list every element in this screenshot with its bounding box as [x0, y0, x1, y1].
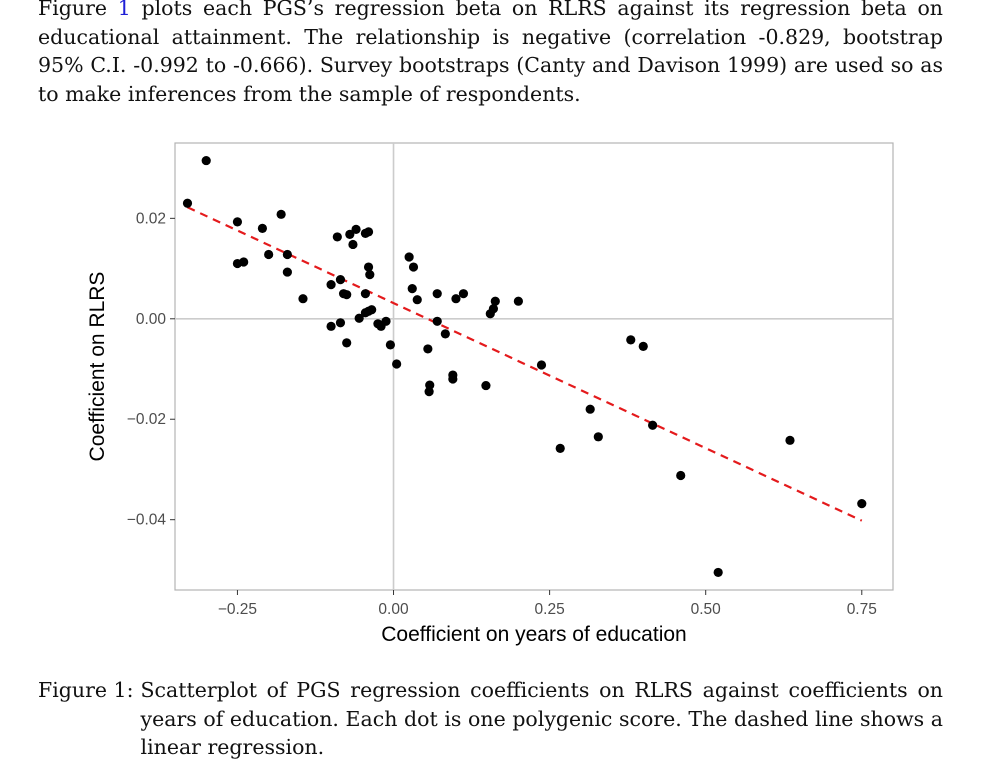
data-point: [423, 344, 433, 354]
data-point: [332, 232, 342, 242]
data-point: [481, 380, 491, 391]
data-point: [335, 275, 346, 285]
data-point: [488, 304, 499, 314]
y-tick-label: −0.04: [127, 512, 167, 529]
scatter-chart: −0.25 0.00 0.25 0.50 0.75 −0.04 −0.02 0.00 0.02 C…: [86, 142, 894, 646]
y-tick-label: 0.02: [136, 210, 166, 227]
data-point: [335, 318, 346, 328]
data-point: [351, 224, 361, 234]
data-point: [440, 329, 450, 339]
x-tick-label: 0.25: [535, 601, 565, 618]
data-point: [424, 387, 434, 397]
data-point: [367, 305, 377, 315]
data-point: [381, 316, 391, 326]
data-point: [451, 294, 461, 304]
data-point: [182, 198, 193, 208]
data-point: [385, 340, 395, 350]
x-tick-label: 0.50: [691, 601, 722, 618]
data-point: [432, 316, 442, 326]
data-point: [360, 289, 371, 299]
data-point: [326, 280, 336, 290]
data-point: [201, 155, 211, 166]
x-tick-label: −0.25: [218, 601, 257, 618]
data-point: [458, 289, 469, 299]
x-axis-title: Coefficient on years of education: [381, 623, 686, 646]
data-point: [676, 470, 686, 481]
plot-panel-border: [174, 142, 894, 591]
body-paragraph: Figure 1 plots each PGS’s regression bet…: [38, 0, 943, 108]
data-point: [345, 229, 355, 240]
data-point: [298, 294, 308, 304]
data-point: [365, 269, 375, 280]
data-point: [555, 443, 565, 453]
data-point: [392, 359, 402, 369]
data-point: [408, 262, 419, 272]
data-point: [326, 321, 336, 331]
data-point: [638, 341, 648, 352]
data-point: [593, 432, 603, 442]
data-point: [264, 249, 274, 260]
data-point: [412, 295, 422, 305]
y-axis-title: Coefficient on RLRS: [86, 272, 109, 462]
data-point: [363, 262, 374, 272]
y-tick-label: 0.00: [136, 311, 167, 328]
data-point: [785, 435, 795, 445]
data-point: [585, 404, 595, 414]
caption-label: Figure 1:: [38, 678, 134, 702]
data-point: [404, 252, 414, 262]
figure-reference-link[interactable]: 1: [117, 0, 131, 20]
data-point: [713, 567, 723, 578]
regression-line: [187, 206, 863, 522]
scatter-chart-svg: −0.25 0.00 0.25 0.50 0.75 −0.04 −0.02 0.00 0.02 C…: [86, 142, 894, 646]
data-point: [536, 360, 547, 370]
data-point: [276, 209, 286, 219]
data-point: [239, 257, 249, 267]
caption-text: Scatterplot of PGS regression coefficien…: [140, 678, 943, 760]
data-point: [354, 313, 364, 323]
data-point: [626, 335, 636, 345]
x-tick-label: 0.00: [378, 601, 409, 618]
data-point: [513, 296, 523, 306]
data-point: [342, 338, 352, 348]
data-point: [407, 284, 417, 294]
data-point: [232, 217, 243, 227]
data-point: [448, 374, 458, 384]
data-point: [432, 289, 442, 299]
y-tick-label: −0.02: [127, 411, 166, 428]
data-point: [282, 267, 292, 277]
data-point: [857, 499, 867, 509]
data-point: [257, 223, 268, 233]
data-point: [342, 290, 352, 300]
data-point: [282, 249, 292, 260]
paragraph-prefix: Figure: [38, 0, 118, 20]
data-point: [648, 420, 658, 430]
x-tick-label: 0.75: [847, 601, 877, 618]
data-point: [348, 239, 358, 250]
data-point: [490, 296, 500, 306]
data-point: [360, 228, 371, 239]
figure-caption: Figure 1: Scatterplot of PGS regression …: [38, 676, 943, 762]
paragraph-body: plots each PGS’s regression beta on RLRS…: [38, 0, 943, 106]
